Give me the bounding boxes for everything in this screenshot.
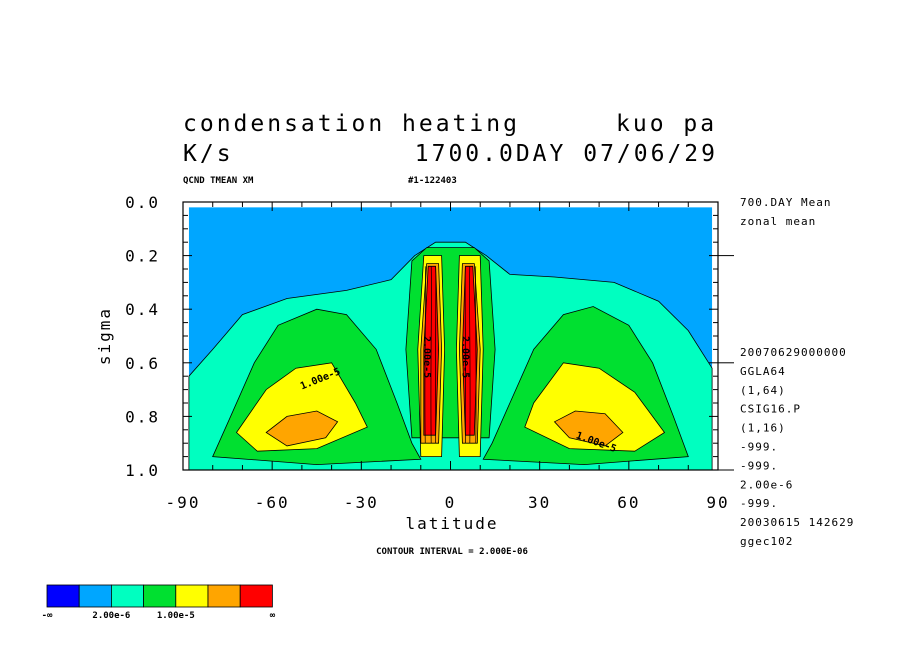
colorbar-swatch-3 <box>143 584 177 608</box>
side-info-line-7: 2.00e-6 <box>740 478 793 491</box>
side-info-line-1: GGLA64 <box>740 365 786 378</box>
side-info-top-1: zonal mean <box>740 215 816 228</box>
title-line2-left: K/s <box>183 141 234 167</box>
contour-region-3-1 <box>553 410 624 447</box>
colorbar-label-0: -∞ <box>42 611 53 621</box>
colorbar: -∞ 2.00e-6 1.00e-5 ∞ <box>42 584 276 621</box>
y-tick-label-0: 0.0 <box>125 193 160 212</box>
side-info-line-9: 20030615 142629 <box>740 516 854 529</box>
y-tick-label-3: 0.6 <box>125 354 160 373</box>
title-line1-right: kuo pa <box>616 111 717 137</box>
x-axis-ticks: -90 -60 -30 0 30 60 90 <box>166 202 729 512</box>
colorbar-swatch-2 <box>111 584 145 608</box>
colorbar-label-2: 1.00e-5 <box>157 611 195 621</box>
y-axis-ticks: 0.0 0.2 0.4 0.6 0.8 1.0 <box>125 193 734 480</box>
side-info-line-10: ggec102 <box>740 535 793 548</box>
side-info-line-6: -999. <box>740 459 778 472</box>
colorbar-swatch-4 <box>175 584 209 608</box>
run-label: #1-122403 <box>408 176 457 186</box>
colorbar-swatch-1 <box>78 584 112 608</box>
side-info-panel: 700.DAY Mean zonal mean 20070629000000 GGLA… <box>740 196 854 548</box>
contour-label-2: 2.00e-5 <box>421 336 432 378</box>
title-line2-right: 1700.0DAY 07/06/29 <box>415 141 718 167</box>
tower-contour-0 <box>424 266 426 444</box>
side-info-line-8: -999. <box>740 497 778 510</box>
y-tick-label-5: 1.0 <box>125 461 160 480</box>
y-axis-label: sigma <box>95 307 114 365</box>
variable-label: QCND TMEAN XM <box>183 176 254 186</box>
colorbar-label-1: 2.00e-6 <box>92 611 130 621</box>
contour-region-2-0 <box>235 362 368 452</box>
contour-region-2-1 <box>524 362 666 452</box>
side-info-line-0: 20070629000000 <box>740 346 847 359</box>
contour-region-3-0 <box>265 410 339 447</box>
y-tick-label-1: 0.2 <box>125 247 160 266</box>
side-info-line-4: (1,16) <box>740 422 786 435</box>
contour-label-3: 2.00e-5 <box>459 336 470 378</box>
side-info-line-2: (1,64) <box>740 384 786 397</box>
title-line1-left: condensation heating <box>183 111 520 137</box>
x-tick-label-5: 60 <box>617 493 640 512</box>
colorbar-label-3: ∞ <box>270 611 276 621</box>
x-tick-label-3: 0 <box>445 493 457 512</box>
contour-lines <box>424 266 477 444</box>
colorbar-swatch-0 <box>46 584 80 608</box>
x-tick-label-4: 30 <box>528 493 551 512</box>
side-info-line-5: -999. <box>740 441 778 454</box>
y-tick-label-2: 0.4 <box>125 300 160 319</box>
x-tick-label-2: -30 <box>344 493 379 512</box>
x-tick-label-0: -90 <box>166 493 201 512</box>
tower-contour-4 <box>469 266 471 444</box>
y-tick-label-4: 0.8 <box>125 407 160 426</box>
side-info-line-3: CSIG16.P <box>740 403 801 416</box>
colorbar-swatch-6 <box>239 584 273 608</box>
contour-fills <box>188 207 713 471</box>
x-axis-label: latitude <box>405 514 498 533</box>
x-tick-label-1: -60 <box>255 493 290 512</box>
tower-contour-5 <box>475 266 477 444</box>
colorbar-swatch-5 <box>207 584 241 608</box>
contour-interval-label: CONTOUR INTERVAL = 2.000E-06 <box>376 547 528 557</box>
tower-contour-1 <box>430 266 432 444</box>
side-info-top-0: 700.DAY Mean <box>740 196 831 209</box>
x-tick-label-6: 90 <box>706 493 729 512</box>
